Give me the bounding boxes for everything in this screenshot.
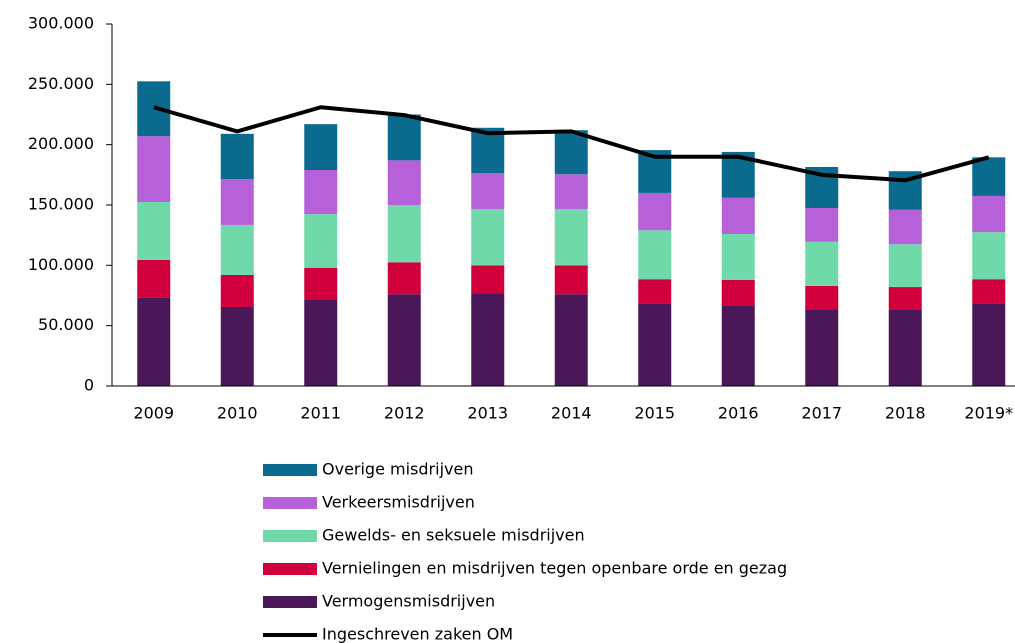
legend-label: Vernielingen en misdrijven tegen openbar…: [322, 559, 787, 578]
x-tick-label: 2009: [133, 404, 174, 423]
bar-segment: [721, 279, 755, 306]
x-tick-label: 2016: [718, 404, 759, 423]
legend-label: Ingeschreven zaken OM: [322, 625, 513, 643]
legend-swatch: [263, 497, 317, 509]
bar-segment: [638, 303, 672, 386]
x-tick-label: 2014: [551, 404, 592, 423]
legend-swatch: [263, 530, 317, 542]
bar-segment: [972, 157, 1006, 196]
legend-swatch: [263, 464, 317, 476]
legend-label: Overige misdrijven: [322, 460, 473, 479]
bar-segment: [638, 230, 672, 280]
bar-segment: [137, 259, 171, 298]
bar-segment: [554, 174, 588, 210]
bar-segment: [805, 241, 839, 286]
x-tick-label: 2015: [634, 404, 675, 423]
bar-segment: [387, 262, 421, 295]
legend-label: Gewelds- en seksuele misdrijven: [322, 526, 585, 545]
bar-segment: [471, 127, 505, 174]
line-series: [153, 105, 990, 183]
bar-segment: [304, 267, 338, 300]
bar-segment: [805, 208, 839, 242]
bar-segment: [972, 195, 1006, 233]
bar-segment: [220, 179, 254, 225]
bar-segment: [471, 173, 505, 210]
bar-segment: [387, 294, 421, 386]
bar-segment: [137, 297, 171, 386]
x-tick-label: 2012: [384, 404, 425, 423]
bar-segment: [471, 265, 505, 294]
bar-segment: [471, 293, 505, 386]
bar-segment: [387, 114, 421, 161]
bar-segment: [220, 306, 254, 386]
bar-segment: [805, 309, 839, 386]
bar-segment: [721, 305, 755, 386]
legend-swatch: [263, 563, 317, 575]
x-tick-label: 2011: [300, 404, 341, 423]
y-tick-label: 100.000: [28, 255, 94, 274]
bar-segment: [888, 244, 922, 288]
bar-segment: [304, 299, 338, 386]
bar-segment: [304, 214, 338, 268]
bar-segment: [972, 232, 1006, 280]
y-tick-label: 50.000: [38, 315, 94, 334]
bar-segment: [972, 303, 1006, 386]
x-tick-label: 2017: [801, 404, 842, 423]
bar-segment: [387, 205, 421, 263]
bar-segment: [554, 265, 588, 295]
bar-segment: [471, 209, 505, 266]
legend-label: Vermogensmisdrijven: [322, 592, 495, 611]
bar-segment: [638, 279, 672, 304]
bar-segment: [888, 309, 922, 386]
bar-segment: [137, 201, 171, 260]
legend-label: Verkeersmisdrijven: [322, 493, 475, 512]
y-tick-label: 250.000: [28, 74, 94, 93]
bar-segment: [888, 287, 922, 310]
bar-segment: [972, 279, 1006, 304]
y-tick-label: 150.000: [28, 195, 94, 214]
x-tick-label: 2010: [217, 404, 258, 423]
legend-swatch: [263, 596, 317, 608]
bar-segment: [220, 133, 254, 180]
bar-segment: [220, 224, 254, 275]
bar-segment: [304, 170, 338, 215]
bar-segment: [888, 209, 922, 245]
y-tick-label: 200.000: [28, 134, 94, 153]
y-tick-label: 0: [84, 376, 94, 395]
y-tick-label: 300.000: [28, 14, 94, 33]
bar-segment: [638, 192, 672, 231]
bar-segment: [554, 130, 588, 175]
bar-segment: [220, 274, 254, 307]
x-tick-label: 2013: [467, 404, 508, 423]
bar-segment: [387, 160, 421, 205]
bar-segment: [304, 124, 338, 171]
bar-segment: [805, 285, 839, 310]
x-tick-label: 2018: [885, 404, 926, 423]
bar-segment: [554, 209, 588, 266]
bar-segment: [721, 197, 755, 234]
x-tick-label: 2019*: [964, 404, 1013, 423]
bar-segment: [554, 294, 588, 386]
bar-segment: [721, 233, 755, 280]
bar-segment: [137, 136, 171, 202]
